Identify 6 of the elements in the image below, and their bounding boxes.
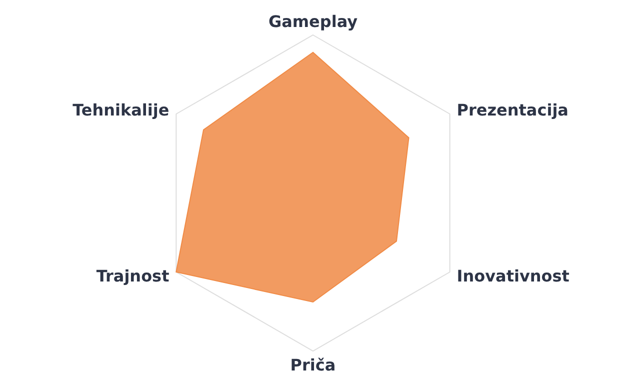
spoke-label: Priča (290, 355, 336, 374)
spoke-label: Inovativnost (456, 266, 570, 286)
spoke-label: Tehnikalije (72, 100, 170, 120)
spoke-label: Trajnost (96, 266, 170, 286)
spoke-label: Gameplay (268, 12, 358, 31)
spoke-label: Prezentacija (456, 100, 568, 120)
